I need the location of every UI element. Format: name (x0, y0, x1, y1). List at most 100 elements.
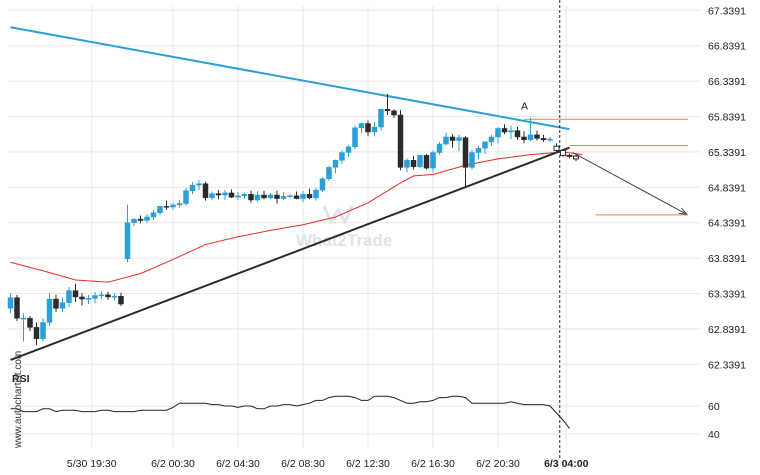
candle-body (475, 148, 482, 153)
candle (170, 202, 176, 210)
candlestick-series (7, 93, 579, 346)
candle (313, 187, 319, 201)
candle-body (170, 204, 176, 208)
candle-body (566, 154, 573, 157)
x-tick-label: 6/2 16:30 (411, 458, 455, 470)
y-tick-label: 64.8391 (708, 182, 746, 194)
rsi-line (10, 395, 570, 429)
candle (53, 294, 59, 312)
candle-body (189, 184, 196, 192)
candle (371, 122, 378, 137)
candle (85, 294, 92, 305)
pattern-marker: A (521, 101, 528, 113)
candle-body (293, 195, 300, 199)
candle-body (209, 193, 215, 199)
candle (280, 192, 287, 200)
candle (254, 191, 261, 202)
candle-body (14, 297, 20, 319)
candle (540, 134, 547, 142)
candle (391, 109, 397, 118)
candle-body (131, 218, 137, 223)
candle-body (241, 194, 248, 196)
candle (378, 108, 384, 131)
x-tick-label: 6/2 20:30 (476, 458, 520, 470)
candle (527, 117, 534, 142)
x-tick-label: 6/2 08:30 (281, 458, 325, 470)
candle (137, 215, 144, 224)
candle-body (560, 149, 566, 156)
candle-body (53, 298, 59, 309)
candle (430, 150, 436, 173)
candle-body (202, 183, 209, 199)
candle (66, 287, 72, 307)
candle (105, 292, 111, 300)
forecast-arrow-line (572, 152, 687, 215)
candle (449, 134, 456, 148)
candle (501, 124, 508, 135)
candle (40, 318, 46, 342)
candle (566, 153, 573, 159)
candle-body (508, 130, 514, 133)
candle-body (501, 128, 508, 133)
candle-body (79, 296, 85, 300)
moving-average-line (10, 151, 583, 283)
candle (339, 150, 345, 164)
side-watermark-text: www.autochartist.com (13, 351, 24, 449)
price-levels (524, 118, 688, 216)
candle-body (410, 160, 417, 167)
candle-body (443, 136, 449, 145)
candle-body (66, 290, 72, 303)
candle-body (196, 183, 202, 186)
candle (267, 192, 274, 200)
candle-body (404, 160, 410, 168)
candle-body (144, 216, 150, 221)
candle (436, 141, 443, 155)
resistance-trend-line (10, 26, 570, 131)
y-tick-label: 63.3391 (708, 288, 746, 300)
candle-body (573, 155, 579, 160)
candle (417, 154, 423, 169)
candle (7, 293, 14, 314)
candle-body (248, 194, 254, 201)
candle-body (345, 146, 352, 153)
candle-body (98, 294, 105, 297)
candle (404, 158, 410, 173)
candle (131, 218, 137, 227)
candle (27, 316, 33, 331)
candle-body (378, 109, 384, 128)
candle-body (215, 193, 222, 196)
candle-body (488, 136, 495, 143)
candle-body (436, 143, 443, 153)
candle-body (46, 298, 53, 323)
candle (248, 190, 254, 203)
candle (319, 177, 326, 193)
x-tick-label: 6/2 00:30 (151, 458, 195, 470)
candle-body (365, 123, 371, 133)
candle-body (267, 194, 274, 199)
candle-body (124, 222, 131, 259)
candle (462, 136, 469, 187)
candle-body (274, 194, 280, 199)
candle (33, 322, 40, 346)
candle-body (261, 194, 267, 199)
candle (202, 181, 209, 201)
candle-body (72, 290, 79, 298)
candle (293, 191, 300, 200)
axes: 67.3391 66.8391 66.3391 65.8391 65.3391 64.83… (67, 0, 746, 470)
candle (514, 127, 521, 140)
candle-body (358, 123, 365, 129)
candle-body (287, 195, 293, 197)
candle-body (280, 196, 287, 199)
candle-body (384, 109, 391, 112)
candle (157, 205, 163, 216)
candle (176, 199, 183, 208)
candle (287, 194, 293, 198)
candle (209, 191, 215, 200)
candle-body (163, 206, 170, 208)
candle (79, 293, 85, 306)
candle (183, 187, 189, 206)
candle (92, 292, 98, 304)
trend-lines (10, 26, 570, 361)
candle-body (118, 296, 124, 305)
